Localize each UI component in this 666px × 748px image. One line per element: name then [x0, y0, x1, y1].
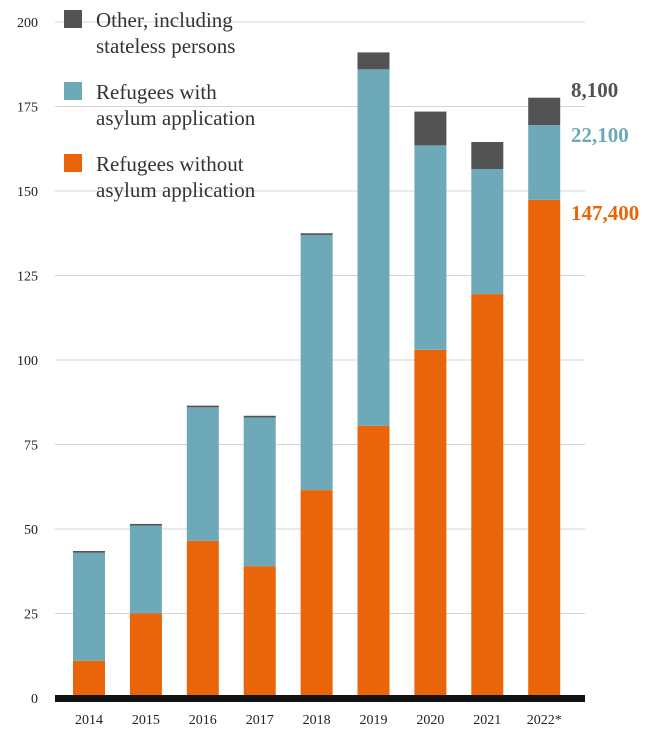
bar-stack [528, 97, 561, 698]
bar-segment-series-1 [357, 69, 390, 426]
bar-stack [243, 415, 276, 698]
bars [73, 52, 561, 698]
bar-segment-series-2 [357, 52, 390, 70]
x-tick-label: 2016 [189, 713, 217, 728]
end-label-series-1: 22,100 [571, 123, 629, 147]
bar-segment-series-1 [186, 407, 219, 541]
bar-segment-series-1 [471, 169, 504, 295]
bar-segment-series-1 [414, 145, 447, 350]
legend-swatch [64, 154, 82, 172]
bar-segment-series-1 [73, 552, 105, 661]
bar-segment-series-0 [357, 425, 390, 698]
bar-segment-series-1 [528, 125, 561, 200]
bar-stack [73, 550, 105, 698]
bar-segment-series-0 [129, 613, 162, 698]
x-tick-label: 2019 [360, 713, 388, 728]
legend-label: asylum application [96, 178, 256, 202]
bar-stack [186, 405, 219, 698]
x-tick-label: 2020 [416, 713, 444, 728]
legend-label: Refugees without [96, 152, 244, 176]
bar-segment-series-0 [186, 540, 219, 698]
bar-segment-series-2 [129, 523, 162, 526]
y-tick-label: 100 [17, 354, 38, 369]
bar-segment-series-1 [243, 417, 276, 567]
bar-stack [471, 141, 504, 698]
bar-segment-series-0 [243, 566, 276, 698]
bar-segment-series-0 [471, 294, 504, 698]
y-tick-label: 75 [24, 439, 38, 454]
bar-segment-series-0 [528, 199, 561, 698]
x-tick-label: 2022* [527, 713, 562, 728]
legend-label: asylum application [96, 106, 256, 130]
x-tick-label: 2017 [246, 713, 274, 728]
x-axis-line [55, 695, 585, 702]
bar-segment-series-2 [300, 233, 333, 235]
y-tick-label: 175 [17, 101, 38, 116]
bar-stack [300, 233, 333, 698]
y-tick-label: 150 [17, 185, 38, 200]
bar-segment-series-0 [414, 349, 447, 698]
x-tick-label: 2015 [132, 713, 160, 728]
legend-swatch [64, 82, 82, 100]
bar-stack [357, 52, 390, 698]
x-axis: 2014 2015 2016 2017 2018 2019 2020 2021 2022* [75, 713, 562, 728]
bar-segment-series-1 [129, 525, 162, 614]
bar-segment-series-2 [243, 415, 276, 418]
legend-label: Refugees with [96, 80, 217, 104]
x-tick-label: 2018 [303, 713, 331, 728]
y-tick-label: 125 [17, 270, 38, 285]
bar-segment-series-2 [471, 141, 504, 170]
bar-segment-series-0 [300, 490, 333, 698]
bar-segment-series-2 [73, 550, 105, 553]
y-axis: 0 25 50 75 100 125 150 175 200 [17, 16, 38, 707]
y-tick-label: 0 [31, 692, 38, 707]
bar-segment-series-2 [414, 111, 447, 146]
end-label-series-0: 147,400 [571, 201, 639, 225]
bar-stack [129, 523, 162, 698]
y-tick-label: 25 [24, 608, 38, 623]
legend-label: stateless persons [96, 34, 235, 58]
legend-label: Other, including [96, 8, 233, 32]
x-axis-baseline [55, 695, 585, 702]
x-tick-label: 2014 [75, 713, 103, 728]
bar-segment-series-2 [528, 97, 561, 126]
end-label-series-2: 8,100 [571, 78, 618, 102]
x-tick-label: 2021 [473, 713, 501, 728]
bar-segment-series-1 [300, 234, 333, 491]
y-tick-label: 200 [17, 16, 38, 31]
end-labels: 147,400 22,100 8,100 [571, 78, 639, 225]
y-tick-label: 50 [24, 523, 38, 538]
bar-segment-series-0 [73, 660, 105, 698]
bar-stack [414, 111, 447, 698]
bar-segment-series-2 [186, 405, 219, 408]
legend-swatch [64, 10, 82, 28]
